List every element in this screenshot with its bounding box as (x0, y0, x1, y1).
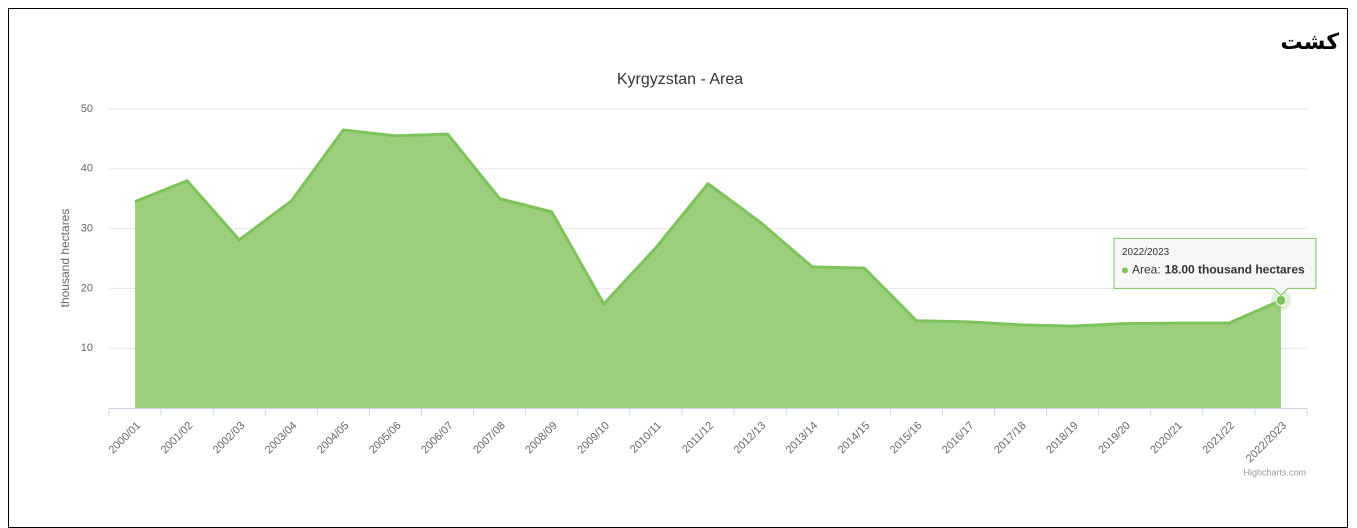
x-tick-label: 2004/05 (315, 420, 352, 457)
x-tick-label: 2012/13 (732, 420, 769, 457)
y-tick-label: 10 (81, 342, 93, 354)
y-tick-label: 40 (81, 163, 93, 175)
x-tick-label: 2021/22 (1200, 420, 1237, 457)
x-tick-label: 2022/2023 (1244, 420, 1289, 465)
x-tick-label: 2005/06 (367, 420, 404, 457)
y-tick-label: 20 (81, 282, 93, 294)
x-tick-label: 2011/12 (680, 420, 716, 456)
tooltip-dot (1121, 267, 1128, 274)
y-tick-label: 50 (81, 103, 93, 115)
x-tick-label: 2016/17 (940, 420, 977, 457)
chart-title: Kyrgyzstan - Area (617, 71, 743, 88)
x-tick-label: 2002/03 (211, 420, 248, 457)
x-tick-label: 2017/18 (992, 420, 1029, 457)
x-tick-label: 2015/16 (888, 420, 925, 457)
tooltip-text: Area: 18.00 thousand hectares (1132, 263, 1305, 277)
x-tick-label: 2013/14 (784, 420, 821, 457)
x-tick-label: 2001/02 (159, 420, 196, 457)
tooltip-box (1113, 237, 1317, 297)
x-tick-label: 2007/08 (471, 420, 508, 457)
y-tick-label: 30 (81, 223, 93, 235)
page-heading: کشت (1280, 30, 1339, 55)
hover-point (1275, 294, 1287, 306)
tooltip-value: 18.00 thousand hectares (1165, 263, 1305, 277)
x-tick-label: 2000/01 (107, 420, 144, 457)
credits: Highcharts.com (1243, 467, 1306, 477)
x-tick-label: 2009/10 (575, 420, 612, 457)
x-tick-label: 2014/15 (836, 420, 873, 457)
x-tick-label: 2020/21 (1148, 420, 1185, 457)
tooltip: 2022/2023 Area: 18.00 thousand hectares (1113, 237, 1317, 297)
tooltip-series: Area: (1132, 263, 1161, 277)
chart: Kyrgyzstan - Area thousand hectares High… (58, 71, 1317, 477)
x-tick-label: 2019/20 (1096, 420, 1133, 457)
x-tick-label: 2018/19 (1044, 420, 1081, 457)
x-tick-label: 2008/09 (523, 420, 560, 457)
x-tick-label: 2010/11 (628, 420, 664, 456)
y-axis-label: thousand hectares (58, 209, 72, 308)
x-tick-label: 2006/07 (419, 420, 456, 457)
area-line (134, 128, 1282, 328)
tooltip-header: 2022/2023 (1122, 247, 1170, 258)
area-fill (135, 129, 1281, 408)
x-tick-label: 2003/04 (263, 420, 300, 457)
